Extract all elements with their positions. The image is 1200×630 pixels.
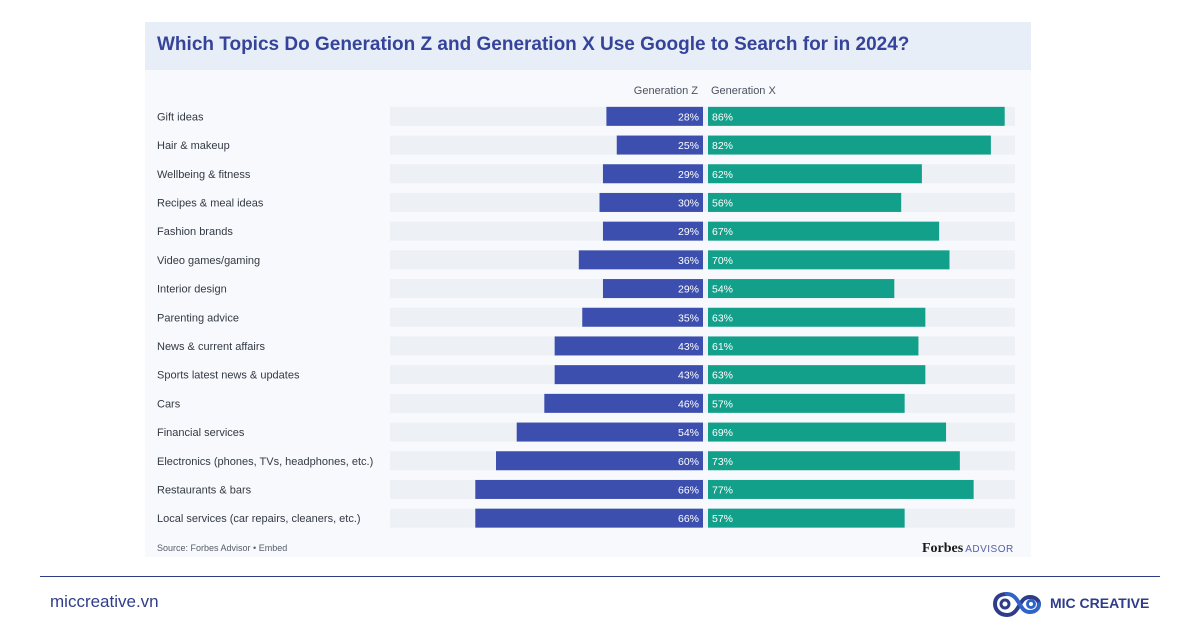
bar-gen-x: [708, 479, 974, 499]
bar-gen-x: [708, 192, 902, 212]
data-label-gen-x: 63%: [712, 312, 733, 324]
category-label: Gift ideas: [157, 111, 204, 123]
category-label: Wellbeing & fitness: [157, 169, 251, 181]
bar-gen-z: [554, 365, 703, 385]
data-label-gen-x: 62%: [712, 169, 733, 181]
data-label-gen-z: 54%: [678, 427, 699, 439]
bar-gen-z: [475, 479, 703, 499]
bar-gen-x: [708, 422, 947, 442]
bar-gen-x: [708, 221, 940, 241]
bar-gen-x: [708, 135, 991, 155]
data-label-gen-z: 66%: [678, 513, 699, 525]
bar-gen-x: [708, 451, 960, 471]
bar-gen-x: [708, 250, 950, 270]
data-label-gen-x: 61%: [712, 341, 733, 353]
data-label-gen-x: 77%: [712, 484, 733, 496]
bar-gen-x: [708, 279, 895, 299]
bar-gen-x: [708, 307, 926, 327]
data-label-gen-z: 43%: [678, 341, 699, 353]
data-label-gen-x: 69%: [712, 427, 733, 439]
category-label: Interior design: [157, 284, 227, 296]
data-label-gen-x: 63%: [712, 370, 733, 382]
value-labels: 28% 86% 25% 82% 29% 62% 30% 56% 29% 67% 36% 70% 29% 5…: [678, 111, 733, 525]
data-label-gen-z: 29%: [678, 284, 699, 296]
category-label: Local services (car repairs, cleaners, e…: [157, 513, 361, 525]
legend-gen-x: Generation X: [711, 85, 776, 97]
data-label-gen-x: 57%: [712, 513, 733, 525]
bar-gen-z: [616, 135, 703, 155]
category-label: Hair & makeup: [157, 140, 230, 152]
category-label: News & current affairs: [157, 341, 266, 353]
gen-z-bars: [475, 106, 703, 528]
footer-divider: [40, 576, 1160, 577]
bar-gen-z: [496, 451, 703, 471]
data-label-gen-x: 70%: [712, 255, 733, 267]
category-labels: Gift ideas Hair & makeup Wellbeing & fitne…: [157, 111, 373, 525]
bar-gen-z: [578, 250, 703, 270]
category-label: Sports latest news & updates: [157, 370, 300, 382]
bar-gen-z: [475, 508, 703, 528]
legend-gen-z: Generation Z: [634, 85, 698, 97]
data-label-gen-x: 82%: [712, 140, 733, 152]
category-label: Financial services: [157, 427, 245, 439]
data-label-gen-z: 29%: [678, 169, 699, 181]
data-label-gen-x: 54%: [712, 284, 733, 296]
category-label: Parenting advice: [157, 312, 239, 324]
data-label-gen-z: 43%: [678, 370, 699, 382]
bar-gen-x: [708, 336, 919, 356]
bar-gen-z: [516, 422, 703, 442]
data-label-gen-z: 36%: [678, 255, 699, 267]
forbes-logo-suffix: ADVISOR: [965, 544, 1014, 555]
category-label: Recipes & meal ideas: [157, 197, 264, 209]
data-label-gen-z: 28%: [678, 111, 699, 123]
category-label: Cars: [157, 398, 181, 410]
infinity-loop-logo-icon: [993, 592, 1041, 618]
category-label: Restaurants & bars: [157, 484, 252, 496]
data-label-gen-z: 35%: [678, 312, 699, 324]
bar-gen-z: [582, 307, 703, 327]
data-label-gen-z: 46%: [678, 398, 699, 410]
source-note: Source: Forbes Advisor • Embed: [157, 543, 288, 553]
bar-gen-z: [602, 279, 703, 299]
brand-name: MIC CREATIVE: [1050, 595, 1150, 611]
category-label: Video games/gaming: [157, 255, 260, 267]
footer-site-link[interactable]: miccreative.vn: [50, 592, 159, 611]
bar-gen-x: [708, 365, 926, 385]
legend: Generation Z Generation X: [634, 85, 777, 97]
data-label-gen-x: 86%: [712, 111, 733, 123]
data-label-gen-z: 60%: [678, 456, 699, 468]
data-label-gen-z: 25%: [678, 140, 699, 152]
bar-gen-z: [599, 192, 703, 212]
data-label-gen-z: 29%: [678, 226, 699, 238]
bar-gen-z: [602, 164, 703, 184]
forbes-logo-word: Forbes: [922, 541, 964, 556]
bar-gen-z: [606, 106, 703, 126]
data-label-gen-z: 30%: [678, 197, 699, 209]
data-label-gen-x: 73%: [712, 456, 733, 468]
category-label: Fashion brands: [157, 226, 233, 238]
bar-gen-x: [708, 393, 905, 413]
bar-gen-x: [708, 106, 1005, 126]
bar-gen-x: [708, 508, 905, 528]
bar-gen-z: [602, 221, 703, 241]
chart-plot: Gift ideas Hair & makeup Wellbeing & fitne…: [157, 85, 1015, 528]
data-label-gen-x: 67%: [712, 226, 733, 238]
chart-title: Which Topics Do Generation Z and Generat…: [157, 34, 910, 55]
data-label-gen-x: 57%: [712, 398, 733, 410]
gen-x-bars: [708, 106, 1005, 528]
category-label: Electronics (phones, TVs, headphones, et…: [157, 456, 373, 468]
bar-gen-z: [544, 393, 703, 413]
bar-gen-z: [554, 336, 703, 356]
data-label-gen-z: 66%: [678, 484, 699, 496]
forbes-advisor-logo: Forbes ADVISOR: [922, 539, 1014, 557]
title-band: Which Topics Do Generation Z and Generat…: [145, 22, 1031, 70]
bar-gen-x: [708, 164, 922, 184]
data-label-gen-x: 56%: [712, 197, 733, 209]
